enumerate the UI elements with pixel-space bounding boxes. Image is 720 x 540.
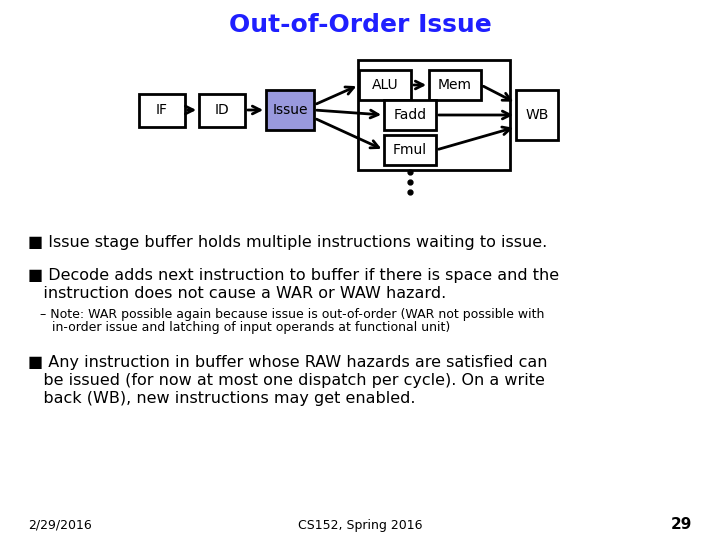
Text: CS152, Spring 2016: CS152, Spring 2016 bbox=[298, 519, 422, 532]
Text: ■ Decode adds next instruction to buffer if there is space and the: ■ Decode adds next instruction to buffer… bbox=[28, 268, 559, 283]
Bar bbox=[199, 93, 245, 126]
Text: – Note: WAR possible again because issue is out-of-order (WAR not possible with: – Note: WAR possible again because issue… bbox=[28, 308, 544, 321]
Text: be issued (for now at most one dispatch per cycle). On a write: be issued (for now at most one dispatch … bbox=[28, 373, 545, 388]
Bar bbox=[266, 90, 314, 130]
Text: instruction does not cause a WAR or WAW hazard.: instruction does not cause a WAR or WAW … bbox=[28, 286, 446, 301]
Text: ALU: ALU bbox=[372, 78, 398, 92]
Text: back (WB), new instructions may get enabled.: back (WB), new instructions may get enab… bbox=[28, 391, 415, 406]
Text: ID: ID bbox=[215, 103, 230, 117]
Bar bbox=[516, 90, 558, 140]
Text: IF: IF bbox=[156, 103, 168, 117]
Text: 29: 29 bbox=[670, 517, 692, 532]
Text: Fadd: Fadd bbox=[393, 108, 426, 122]
Text: Fmul: Fmul bbox=[393, 143, 427, 157]
Text: ■ Any instruction in buffer whose RAW hazards are satisfied can: ■ Any instruction in buffer whose RAW ha… bbox=[28, 355, 547, 370]
Bar bbox=[384, 100, 436, 130]
Text: ■ Issue stage buffer holds multiple instructions waiting to issue.: ■ Issue stage buffer holds multiple inst… bbox=[28, 235, 547, 250]
Text: 2/29/2016: 2/29/2016 bbox=[28, 519, 91, 532]
Text: in-order issue and latching of input operands at functional unit): in-order issue and latching of input ope… bbox=[28, 321, 450, 334]
Bar bbox=[429, 70, 481, 100]
Bar bbox=[359, 70, 411, 100]
Text: Issue: Issue bbox=[272, 103, 307, 117]
Bar bbox=[358, 60, 510, 170]
Bar bbox=[384, 135, 436, 165]
Text: Out-of-Order Issue: Out-of-Order Issue bbox=[229, 13, 491, 37]
Text: Mem: Mem bbox=[438, 78, 472, 92]
Text: WB: WB bbox=[526, 108, 549, 122]
Bar bbox=[139, 93, 185, 126]
